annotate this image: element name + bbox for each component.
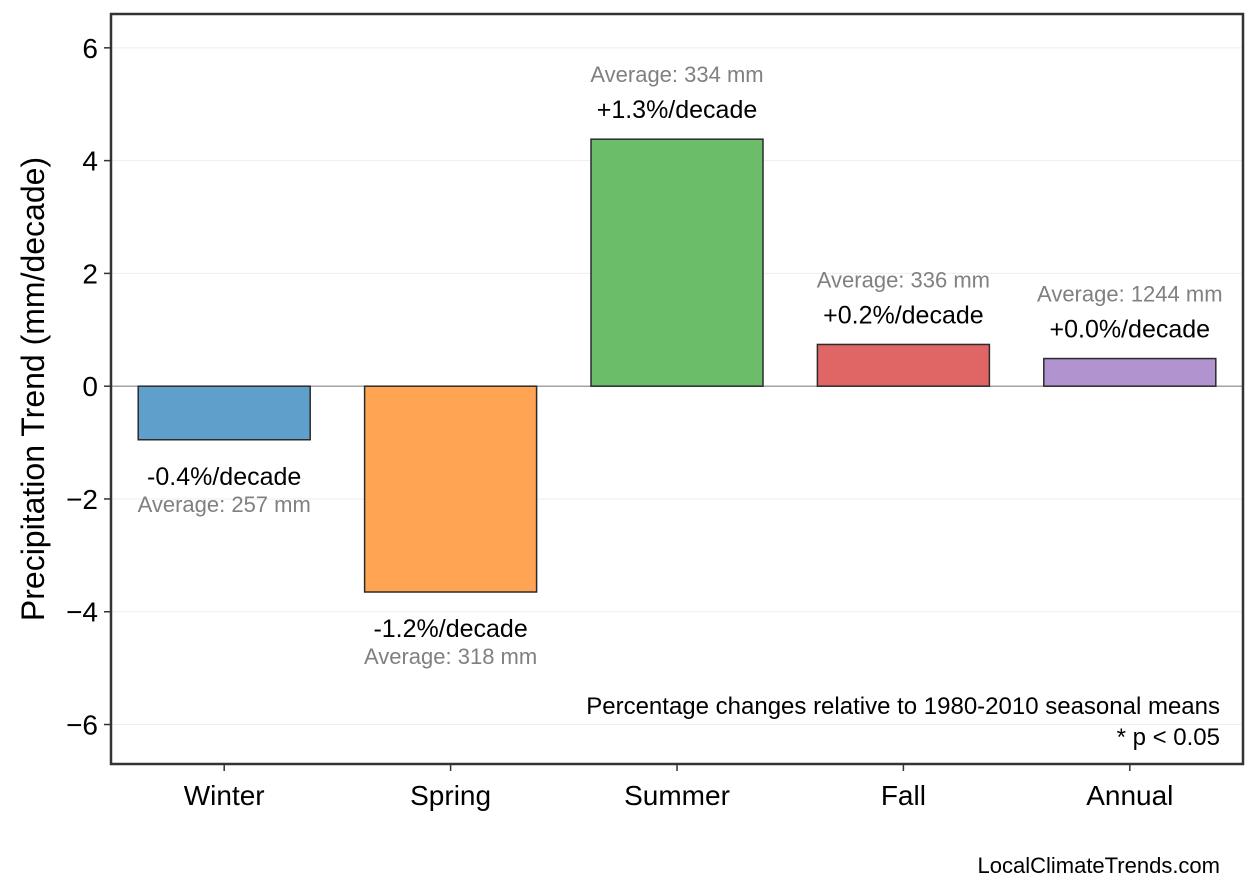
pct-label-annual: +0.0%/decade [1050, 316, 1211, 344]
y-tick-label-4: −2 [66, 484, 98, 515]
bar-winter [137, 385, 311, 441]
pct-label-summer: +1.3%/decade [597, 96, 758, 124]
y-axis-ticks: 6 4 2 0 −2 −4 −6 [66, 33, 111, 741]
y-axis-title: Precipitation Trend (mm/decade) [15, 157, 51, 621]
y-tick-label-1: 4 [82, 146, 98, 177]
x-axis-ticks: Winter Spring Summer Fall Annual [184, 764, 1173, 811]
y-tick-label-5: −4 [66, 597, 98, 628]
bar-fall [816, 343, 991, 387]
x-tick-label-annual: Annual [1086, 780, 1173, 811]
y-tick-label-6: −6 [66, 710, 98, 741]
x-tick-label-winter: Winter [184, 780, 265, 811]
bar-annual [1043, 357, 1217, 387]
note-percentage-changes: Percentage changes relative to 1980-2010… [586, 693, 1220, 720]
avg-label-spring: Average: 318 mm [364, 644, 537, 669]
avg-label-winter: Average: 257 mm [138, 492, 311, 517]
pct-label-fall: +0.2%/decade [823, 301, 984, 329]
y-tick-label-2: 2 [82, 258, 98, 289]
pct-label-winter: -0.4%/decade [147, 463, 301, 491]
bar-summer [590, 138, 764, 387]
avg-label-annual: Average: 1244 mm [1037, 282, 1222, 307]
avg-label-fall: Average: 336 mm [817, 267, 990, 292]
y-tick-label-0: 6 [82, 33, 98, 64]
source-credit: LocalClimateTrends.com [978, 853, 1221, 878]
x-tick-label-summer: Summer [624, 780, 730, 811]
avg-label-summer: Average: 334 mm [590, 62, 763, 87]
x-tick-label-spring: Spring [410, 780, 491, 811]
bar-spring [363, 385, 538, 593]
x-tick-label-fall: Fall [881, 780, 926, 811]
bars [137, 138, 1217, 593]
note-significance: * p < 0.05 [1117, 724, 1220, 751]
y-tick-label-3: 0 [82, 371, 98, 402]
pct-label-spring: -1.2%/decade [373, 615, 527, 643]
